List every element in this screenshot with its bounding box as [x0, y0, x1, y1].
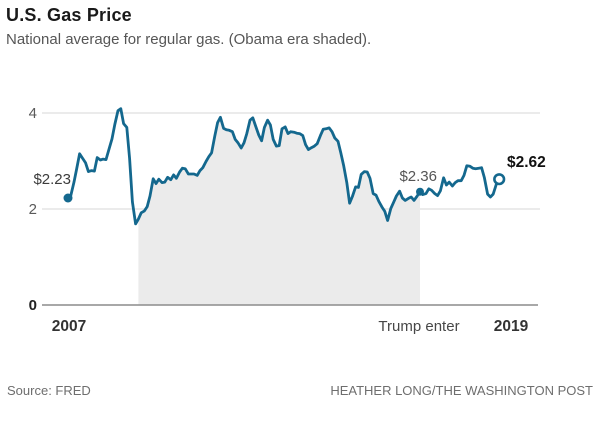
price-line — [66, 107, 501, 226]
start-price-label: $2.23 — [33, 171, 71, 188]
credit-line: HEATHER LONG/THE WASHINGTON POST — [330, 383, 593, 398]
trump-price-label: $2.36 — [399, 168, 437, 185]
trump-marker — [416, 187, 424, 196]
end-marker — [493, 173, 506, 186]
end-price-label: $2.62 — [507, 154, 546, 171]
page-title: U.S. Gas Price — [6, 5, 132, 25]
xtick-2007: 2007 — [52, 318, 86, 335]
gas-price-chart: 4 2 0 $2.23 $2.36 $2.62 2007 Trump enter… — [29, 105, 546, 335]
ytick-0: 0 — [29, 297, 37, 314]
ytick-4: 4 — [29, 105, 37, 122]
obama-era-area — [138, 117, 420, 305]
ytick-2: 2 — [29, 201, 37, 218]
chart-footer: Source: FRED HEATHER LONG/THE WASHINGTON… — [0, 383, 600, 398]
start-marker — [63, 193, 73, 203]
trump-enter-note: Trump enter — [378, 318, 459, 335]
chart-subtitle: National average for regular gas. (Obama… — [6, 31, 372, 48]
xtick-2019: 2019 — [494, 318, 529, 335]
source-note: Source: FRED — [7, 383, 91, 398]
